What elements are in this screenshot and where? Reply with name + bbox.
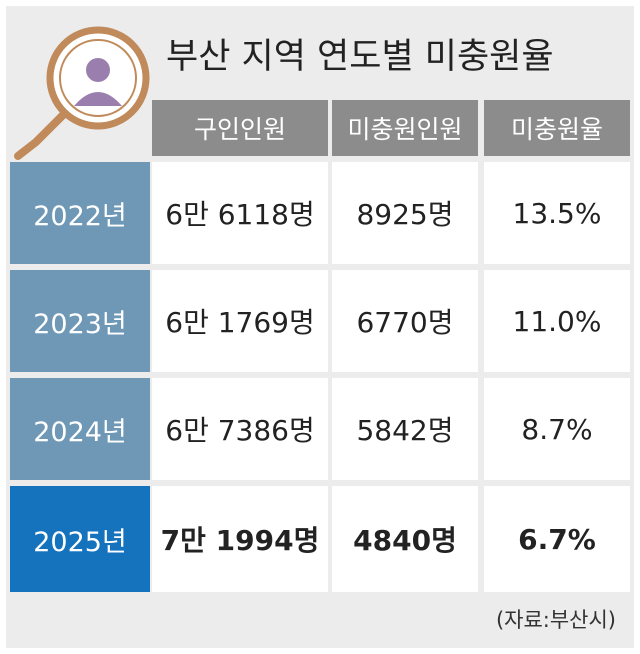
infographic: 부산 지역 연도별 미충원율 구인인원 미충원인원 미충원율 2022년 6만 6118… xyxy=(6,6,634,648)
value-cell: 11.0% xyxy=(484,270,630,372)
column-header: 미충원율 xyxy=(484,100,630,156)
magnifier-icon xyxy=(14,26,150,160)
value-cell: 5842명 xyxy=(332,378,478,480)
year-cell: 2024년 xyxy=(10,378,150,480)
value-cell: 6만 6118명 xyxy=(152,162,328,264)
column-header: 미충원인원 xyxy=(332,100,478,156)
value-cell: 8925명 xyxy=(332,162,478,264)
year-cell: 2025년 xyxy=(10,486,150,592)
value-cell: 4840명 xyxy=(332,486,478,592)
year-cell: 2023년 xyxy=(10,270,150,372)
year-cell: 2022년 xyxy=(10,162,150,264)
value-cell: 7만 1994명 xyxy=(152,486,328,592)
value-cell: 6만 1769명 xyxy=(152,270,328,372)
value-cell: 8.7% xyxy=(484,378,630,480)
column-header: 구인인원 xyxy=(152,100,328,156)
value-cell: 6.7% xyxy=(484,486,630,592)
value-cell: 13.5% xyxy=(484,162,630,264)
value-cell: 6만 7386명 xyxy=(152,378,328,480)
value-cell: 6770명 xyxy=(332,270,478,372)
title: 부산 지역 연도별 미충원율 xyxy=(166,37,554,77)
source: (자료:부산시) xyxy=(495,608,616,632)
